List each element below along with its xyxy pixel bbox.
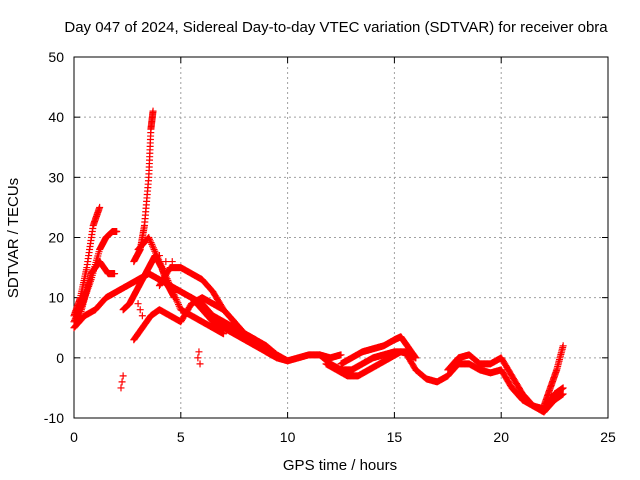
data-point	[156, 259, 164, 267]
data-point	[148, 240, 156, 248]
y-tick-label: 0	[56, 350, 64, 366]
data-point	[151, 247, 159, 255]
data-point	[559, 342, 567, 350]
data-point	[113, 227, 121, 235]
x-tick-label: 10	[280, 429, 296, 445]
x-axis-label: GPS time / hours	[283, 457, 397, 474]
data-point	[171, 292, 179, 300]
data-point	[155, 258, 163, 266]
data-point	[152, 249, 160, 257]
x-tick-label: 15	[387, 429, 403, 445]
data-point	[145, 234, 153, 241]
data-point	[146, 235, 154, 243]
outlier-point	[134, 300, 142, 308]
data-point	[173, 297, 181, 305]
data-point	[146, 237, 154, 245]
chart-title: Day 047 of 2024, Sidereal Day-to-day VTE…	[64, 19, 608, 36]
data-point	[171, 294, 179, 302]
data-point	[175, 301, 183, 309]
data-point	[175, 302, 183, 310]
data-point	[172, 295, 180, 303]
axis-ticks: 0 5 10 15 20 25 -10 0 10 20 30 40 50	[44, 49, 616, 445]
data-point	[174, 299, 182, 307]
outlier-point	[194, 354, 202, 362]
outlier-point	[196, 360, 204, 368]
data-point	[155, 256, 163, 264]
data-point	[149, 244, 157, 252]
data-point	[559, 390, 567, 398]
data-point	[147, 239, 155, 247]
y-tick-label: 10	[48, 290, 64, 306]
outlier-point	[117, 384, 125, 392]
y-tick-label: 20	[48, 230, 64, 246]
data-point	[169, 289, 177, 297]
y-tick-label: -10	[44, 410, 64, 426]
data-point	[411, 353, 419, 361]
data-points	[70, 107, 567, 416]
y-axis-label: SDTVAR / TECUs	[5, 178, 22, 298]
data-point	[167, 283, 175, 291]
data-point	[96, 203, 104, 211]
outlier-point	[119, 372, 127, 380]
data-point	[412, 354, 420, 362]
data-point	[168, 287, 176, 295]
data-point	[170, 290, 178, 298]
data-point	[411, 352, 419, 360]
data-point	[559, 384, 567, 392]
outlier-point	[136, 306, 144, 314]
x-tick-label: 0	[70, 429, 78, 445]
data-point	[165, 278, 173, 286]
y-tick-label: 40	[48, 109, 64, 125]
data-point	[337, 351, 345, 359]
outlier-point	[162, 258, 170, 266]
outlier-point	[168, 258, 176, 266]
outlier-point	[118, 378, 126, 386]
outlier-point	[155, 252, 163, 260]
data-point	[158, 263, 166, 271]
data-point	[165, 280, 173, 288]
data-point	[150, 246, 158, 254]
y-tick-label: 30	[48, 169, 64, 185]
data-point	[273, 354, 281, 362]
x-tick-label: 25	[600, 429, 616, 445]
x-tick-label: 5	[177, 429, 185, 445]
data-point	[157, 261, 165, 269]
data-point	[111, 270, 119, 278]
outlier-point	[138, 312, 146, 320]
x-tick-label: 20	[493, 429, 509, 445]
data-point	[152, 251, 160, 259]
data-point	[149, 107, 157, 115]
data-point	[220, 330, 228, 338]
data-point	[166, 282, 174, 290]
data-point	[284, 357, 292, 365]
data-point	[158, 264, 166, 272]
outlier-point	[195, 348, 203, 356]
data-point	[149, 242, 157, 250]
data-point	[168, 285, 176, 293]
y-tick-label: 50	[48, 49, 64, 65]
